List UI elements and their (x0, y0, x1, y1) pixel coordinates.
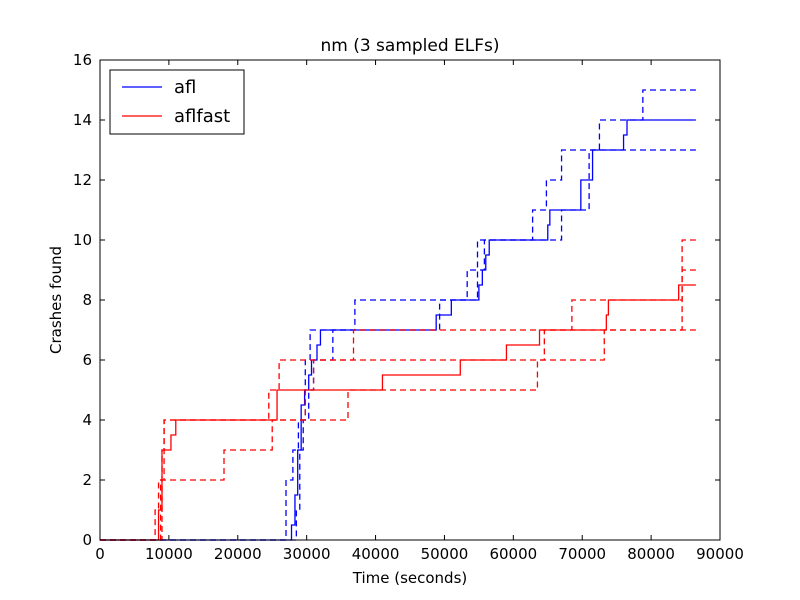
series-line-afl-solid-0 (100, 119, 696, 541)
x-tick-label: 30000 (283, 545, 331, 563)
y-tick-label: 16 (73, 51, 92, 69)
y-tick-label: 6 (82, 351, 92, 369)
x-tick-label: 70000 (558, 545, 606, 563)
y-tick-label: 2 (82, 471, 92, 489)
x-tick-label: 80000 (627, 545, 675, 563)
series-line-aflfast-dashed-5 (100, 329, 696, 541)
legend-box (109, 69, 245, 135)
series-line-aflfast-dashed-6 (100, 239, 696, 541)
chart-title: nm (3 sampled ELFs) (320, 36, 499, 56)
y-tick-label: 4 (82, 411, 92, 429)
y-tick-label: 8 (82, 291, 92, 309)
x-tick-label: 60000 (489, 545, 537, 563)
y-tick-label: 10 (73, 231, 92, 249)
x-tick-label: 50000 (421, 545, 469, 563)
legend-label-aflfast: aflfast (174, 106, 230, 127)
y-tick-label: 0 (82, 531, 92, 549)
series-line-aflfast-dashed-4 (100, 269, 696, 541)
x-tick-label: 0 (95, 545, 105, 563)
y-axis-label: Crashes found (47, 246, 65, 354)
legend-label-afl: afl (174, 77, 196, 98)
ticks-layer: 0 10000 20000 30000 40000 50000 60000 70000 8000… (73, 51, 744, 563)
x-tick-label: 20000 (214, 545, 262, 563)
x-tick-label: 40000 (352, 545, 400, 563)
series-layer (100, 89, 696, 541)
x-axis-label: Time (seconds) (352, 569, 468, 587)
x-tick-label: 10000 (145, 545, 193, 563)
y-tick-label: 14 (73, 111, 92, 129)
legend: afl aflfast (109, 69, 245, 135)
x-tick-label: 90000 (696, 545, 744, 563)
y-tick-label: 12 (73, 171, 92, 189)
